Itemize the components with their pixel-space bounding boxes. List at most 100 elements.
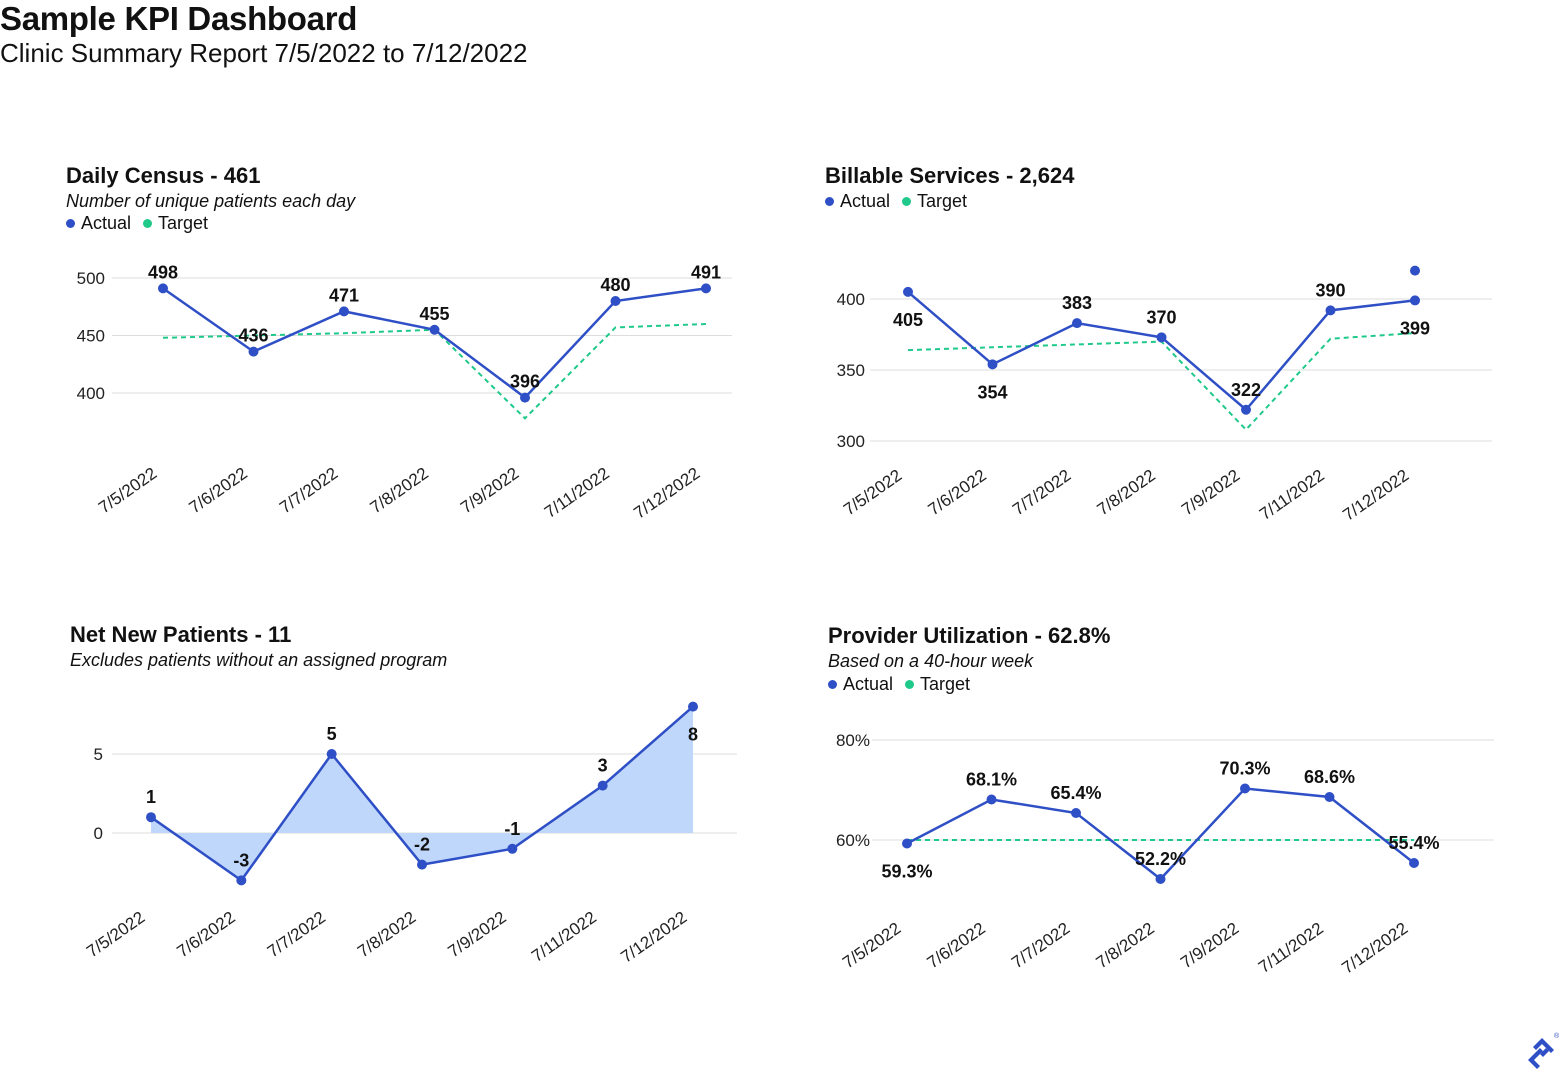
billable-services-panel: Billable Services - 2,624 Actual Target: [825, 163, 1525, 543]
data-point: [1240, 783, 1250, 794]
legend-actual-label: Actual: [81, 213, 132, 233]
provider-utilization-legend: Actual Target: [828, 674, 976, 695]
data-point: [1324, 792, 1335, 802]
x-tick-label: 7/7/2022: [276, 464, 341, 518]
legend-target-label: Target: [920, 674, 971, 694]
data-label: -1: [504, 819, 520, 839]
y-tick-label: 400: [837, 290, 865, 309]
data-label: 491: [691, 262, 721, 282]
data-label: 52.2%: [1135, 849, 1186, 869]
data-label: 65.4%: [1050, 783, 1101, 803]
data-label: 471: [329, 285, 359, 305]
data-point: [1241, 404, 1251, 415]
daily-census-panel: Daily Census - 461 Number of unique pati…: [66, 163, 766, 543]
data-label: 390: [1315, 280, 1345, 300]
data-point: [597, 780, 608, 791]
legend-target: Target: [896, 191, 967, 212]
data-point: [986, 794, 997, 805]
data-point: [520, 392, 530, 403]
legend-target-marker: [143, 219, 153, 228]
data-point: [902, 838, 912, 849]
data-label: 3: [598, 756, 608, 776]
data-point: [236, 875, 247, 886]
provider-utilization-title: Provider Utilization - 62.8%: [828, 623, 1111, 648]
x-tick-label: 7/5/2022: [95, 464, 160, 518]
daily-census-subtitle: Number of unique patients each day: [66, 191, 356, 211]
data-label: 354: [977, 382, 1007, 402]
legend-target-marker: [905, 680, 915, 689]
area-fill: [151, 706, 693, 881]
billable-services-legend: Actual Target: [825, 191, 973, 212]
x-tick-label: 7/11/2022: [541, 464, 613, 522]
y-tick-label: 450: [77, 327, 105, 346]
x-tick-label: 7/12/2022: [630, 464, 703, 523]
data-point: [903, 286, 913, 297]
y-tick-label: 500: [77, 269, 105, 288]
data-point: [417, 859, 427, 870]
svg-text:®: ®: [1554, 1032, 1560, 1040]
data-label: 498: [148, 262, 178, 282]
data-label: 59.3%: [881, 862, 932, 882]
x-tick-label: 7/8/2022: [367, 464, 432, 518]
data-label: 68.1%: [966, 770, 1017, 790]
data-label: 436: [238, 326, 268, 346]
data-label: 8: [688, 725, 698, 745]
data-point: [987, 359, 998, 370]
data-point: [688, 701, 698, 712]
data-label: 383: [1062, 293, 1092, 313]
data-label: 5: [327, 724, 337, 744]
data-label: 396: [510, 372, 540, 392]
daily-census-title: Daily Census - 461: [66, 163, 261, 188]
data-point: [429, 324, 440, 335]
x-tick-label: 7/9/2022: [457, 464, 522, 518]
y-tick-label: 300: [837, 432, 865, 451]
legend-actual: Actual: [828, 674, 893, 695]
legend-actual-marker: [825, 197, 834, 206]
legend-actual-marker: [828, 680, 837, 689]
y-tick-label: 60%: [836, 831, 870, 850]
legend-target: Target: [899, 674, 970, 695]
data-point: [701, 283, 711, 294]
y-tick-label: 400: [77, 384, 105, 403]
data-point: [1325, 305, 1336, 316]
data-label: -2: [414, 835, 430, 855]
data-point: [507, 843, 518, 854]
data-label: 370: [1146, 307, 1176, 327]
brand-logo-icon: ®: [1528, 1032, 1560, 1069]
data-point: [1409, 858, 1419, 868]
data-label: 1: [146, 787, 156, 807]
y-tick-label: 0: [94, 824, 103, 843]
data-point: [158, 283, 168, 294]
data-label: -3: [233, 850, 249, 870]
legend-actual-label: Actual: [843, 674, 894, 694]
legend-target-label: Target: [917, 191, 968, 211]
data-point: [1410, 295, 1420, 306]
data-label: 70.3%: [1219, 759, 1270, 779]
legend-target: Target: [137, 213, 208, 234]
data-label: 322: [1231, 380, 1261, 400]
x-tick-label: 7/6/2022: [186, 464, 251, 518]
y-tick-label: 80%: [836, 731, 870, 750]
y-tick-label: 350: [837, 361, 865, 380]
legend-actual-marker: [66, 219, 75, 228]
data-label: 55.4%: [1388, 833, 1439, 853]
y-tick-label: 5: [94, 745, 103, 764]
data-point: [1071, 808, 1081, 818]
data-point: [1155, 874, 1166, 884]
data-label: 68.6%: [1304, 767, 1355, 787]
provider-utilization-subtitle: Based on a 40-hour week: [828, 651, 1034, 671]
data-point: [326, 749, 337, 759]
page-subtitle: Clinic Summary Report 7/5/2022 to 7/12/2…: [0, 38, 528, 68]
data-point: [248, 346, 259, 357]
legend-target-label: Target: [158, 213, 209, 233]
billable-services-title: Billable Services - 2,624: [825, 163, 1075, 188]
data-label: 455: [419, 304, 449, 324]
net-new-patients-subtitle: Excludes patients without an assigned pr…: [70, 650, 448, 670]
data-label: 399: [1400, 318, 1430, 338]
data-point: [610, 296, 621, 306]
daily-census-legend: Actual Target: [66, 213, 214, 234]
legend-actual: Actual: [66, 213, 131, 234]
data-point: [146, 812, 156, 823]
census-plot: 400 450 500 7/5/2022 7/6/2022 7/7/2022 7/8/202…: [77, 262, 732, 523]
